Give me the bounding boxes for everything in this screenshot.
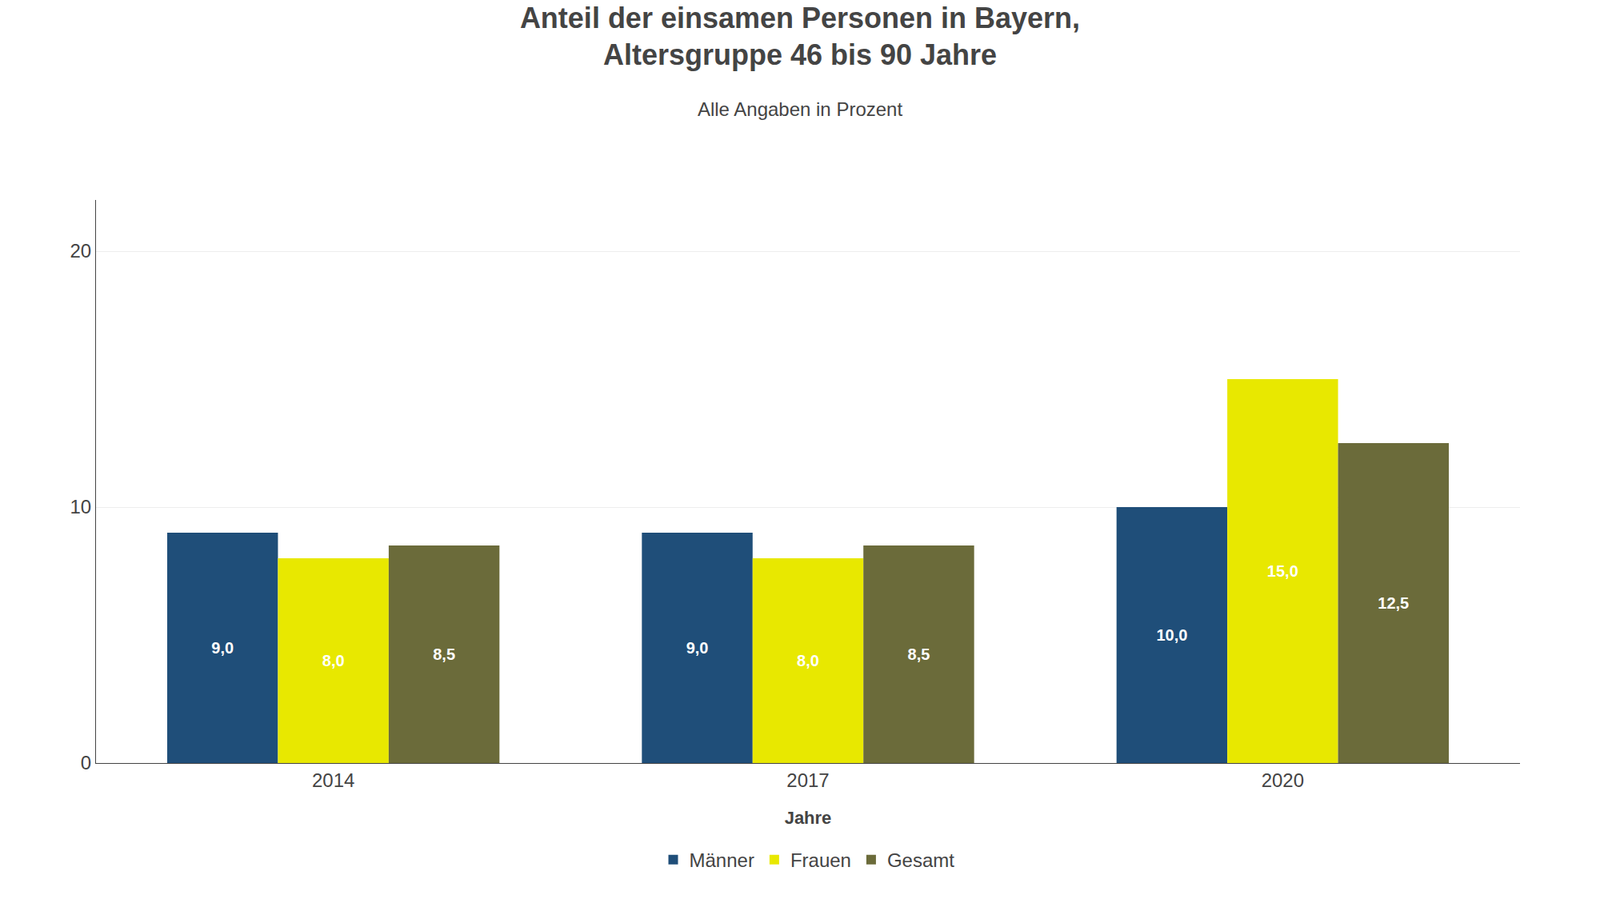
svg-text:2020: 2020 bbox=[1261, 769, 1304, 792]
svg-text:15,0: 15,0 bbox=[1267, 562, 1299, 580]
svg-text:12,5: 12,5 bbox=[1377, 594, 1409, 612]
svg-text:2017: 2017 bbox=[786, 769, 829, 792]
svg-text:2014: 2014 bbox=[312, 769, 355, 792]
svg-text:8,0: 8,0 bbox=[796, 652, 820, 670]
svg-text:10: 10 bbox=[69, 496, 92, 518]
svg-text:9,0: 9,0 bbox=[686, 639, 709, 657]
svg-text:Anteil der einsamen Personen i: Anteil der einsamen Personen in Bayern,A… bbox=[520, 1, 1080, 72]
svg-text:20: 20 bbox=[69, 240, 92, 262]
svg-text:Gesamt: Gesamt bbox=[887, 849, 955, 872]
svg-text:0: 0 bbox=[80, 752, 92, 774]
svg-text:8,5: 8,5 bbox=[908, 645, 931, 664]
svg-text:Männer: Männer bbox=[689, 849, 755, 872]
svg-text:9,0: 9,0 bbox=[211, 639, 234, 657]
svg-text:10,0: 10,0 bbox=[1156, 626, 1188, 644]
svg-text:8,0: 8,0 bbox=[322, 652, 345, 670]
svg-text:8,5: 8,5 bbox=[432, 645, 456, 664]
svg-text:Jahre: Jahre bbox=[784, 808, 832, 828]
svg-text:Alle Angaben in Prozent: Alle Angaben in Prozent bbox=[697, 98, 904, 120]
svg-text:Frauen: Frauen bbox=[790, 849, 852, 872]
